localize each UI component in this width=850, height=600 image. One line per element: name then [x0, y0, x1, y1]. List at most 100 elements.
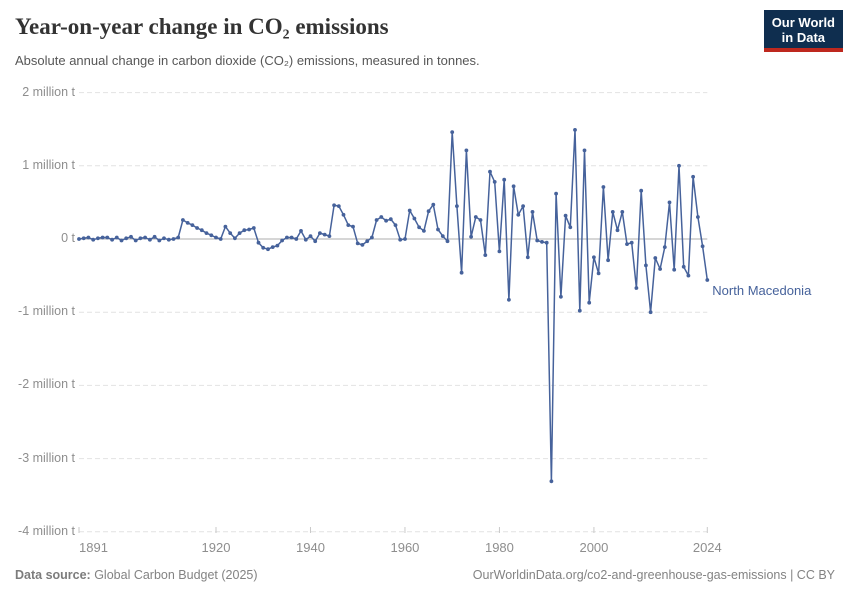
data-point: [521, 204, 525, 209]
data-point: [582, 148, 587, 153]
data-point: [596, 271, 601, 276]
data-point: [629, 240, 634, 245]
y-axis-tick-label: 0 t: [61, 231, 75, 245]
data-point: [199, 228, 204, 233]
data-point: [464, 148, 469, 153]
data-point: [658, 267, 662, 271]
chart-footer: Data source: Global Carbon Budget (2025)…: [15, 568, 835, 582]
data-point: [119, 238, 124, 243]
data-point: [81, 236, 86, 241]
data-point: [261, 245, 266, 250]
data-point: [473, 215, 478, 219]
data-point: [133, 238, 138, 243]
data-point: [700, 244, 705, 249]
x-axis-tick-label: 2024: [692, 540, 722, 555]
data-point: [407, 208, 412, 213]
data-point: [497, 249, 502, 254]
data-point: [185, 221, 190, 225]
data-point: [554, 191, 558, 196]
data-point: [525, 255, 530, 260]
x-axis-tick-label: 2000: [579, 540, 609, 555]
data-point: [204, 231, 209, 236]
data-point: [601, 185, 606, 189]
data-point: [214, 235, 218, 240]
owid-logo-line1: Our World: [771, 15, 835, 30]
data-point: [365, 239, 370, 244]
data-point: [270, 245, 275, 250]
page-title: Year-on-year change in CO₂ emissions: [15, 14, 389, 39]
data-point: [351, 224, 355, 229]
y-axis-tick-label: -2 million t: [18, 377, 75, 392]
data-point: [341, 212, 346, 217]
data-point: [677, 163, 681, 168]
data-point: [478, 218, 483, 222]
footer-citation-link[interactable]: OurWorldinData.org/co2-and-greenhouse-ga…: [472, 568, 835, 582]
data-point: [398, 237, 403, 242]
data-point: [299, 229, 303, 233]
data-point: [209, 233, 214, 238]
data-point: [190, 223, 195, 228]
data-point: [440, 234, 445, 239]
data-point: [445, 239, 450, 244]
data-point: [563, 213, 568, 218]
data-point: [346, 223, 351, 228]
data-point: [393, 223, 398, 228]
data-point: [459, 270, 464, 275]
data-point: [559, 294, 563, 299]
y-axis-tick-label: 1 million t: [22, 157, 75, 172]
data-point: [91, 237, 96, 242]
data-point: [625, 242, 629, 247]
data-point: [549, 479, 554, 484]
data-point: [648, 310, 653, 315]
data-source-value: Global Carbon Budget (2025): [90, 568, 258, 582]
data-point: [285, 235, 289, 240]
data-point: [379, 215, 384, 219]
owid-logo[interactable]: Our World in Data: [763, 10, 843, 52]
data-point: [592, 255, 596, 260]
data-point: [426, 209, 431, 214]
data-point: [237, 231, 242, 236]
data-point: [336, 204, 341, 209]
data-point: [540, 240, 544, 244]
data-point: [417, 225, 421, 230]
data-point: [544, 240, 549, 245]
series-line: [78, 129, 709, 483]
data-point: [233, 236, 237, 241]
data-point: [162, 236, 166, 241]
y-axis-tick-label: -4 million t: [18, 523, 75, 538]
data-point: [308, 234, 313, 239]
data-point: [355, 241, 360, 246]
y-axis-tick-label: 2 million t: [22, 84, 75, 99]
data-point: [644, 263, 648, 268]
data-point: [289, 235, 294, 240]
data-point: [171, 237, 176, 241]
data-point: [483, 253, 488, 257]
data-point: [275, 243, 280, 248]
data-point: [148, 237, 152, 242]
data-point: [374, 218, 379, 222]
data-point: [507, 297, 511, 302]
data-point: [634, 286, 639, 290]
data-point: [469, 234, 473, 239]
data-point: [403, 237, 407, 241]
data-point: [511, 184, 516, 189]
data-point: [228, 231, 233, 236]
series-label-north-macedonia: North Macedonia: [712, 282, 812, 298]
data-point: [422, 229, 426, 233]
y-axis-tick-label: -1 million t: [18, 304, 75, 319]
data-point: [620, 210, 625, 214]
data-point: [502, 177, 507, 182]
data-point: [96, 236, 100, 241]
data-point: [138, 236, 143, 241]
data-point: [242, 228, 247, 233]
data-point: [450, 130, 455, 135]
data-point: [313, 239, 318, 244]
data-point: [384, 218, 388, 223]
data-point: [662, 245, 667, 250]
data-point: [587, 300, 592, 305]
data-point: [672, 267, 677, 272]
data-point: [251, 226, 256, 230]
data-point: [218, 237, 223, 241]
